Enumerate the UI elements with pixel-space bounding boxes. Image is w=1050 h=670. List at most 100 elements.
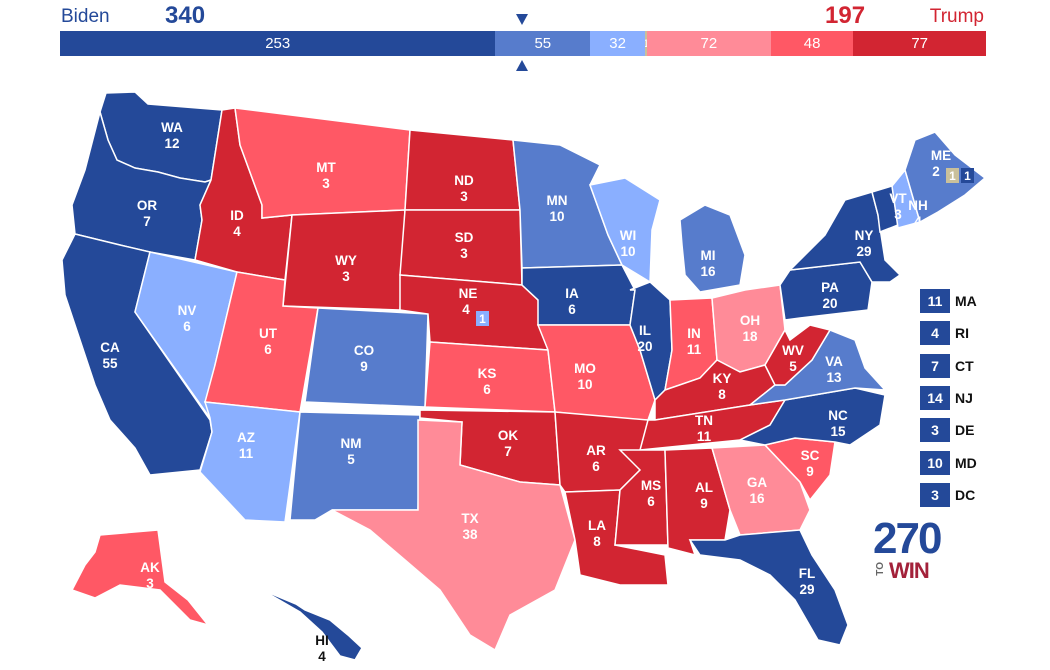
- state-ev-wa: 12: [164, 136, 179, 151]
- small-state-ev[interactable]: 4: [920, 321, 950, 346]
- state-ev-ky: 8: [718, 387, 726, 402]
- small-state-ev[interactable]: 11: [920, 289, 950, 313]
- state-label-co: CO: [354, 343, 374, 358]
- me-district-1-box[interactable]: [961, 168, 974, 183]
- state-label-ne: NE: [459, 286, 478, 301]
- small-state-ev[interactable]: 10: [920, 450, 950, 475]
- state-me[interactable]: [904, 131, 987, 224]
- state-label-il: IL: [639, 323, 651, 338]
- state-label-wa: WA: [161, 120, 183, 135]
- state-tx[interactable]: [331, 419, 576, 652]
- state-ev-nc: 15: [830, 424, 846, 439]
- state-label-tx: TX: [461, 511, 478, 526]
- biden-label: Biden: [61, 6, 110, 27]
- midpoint-marker-bottom: [516, 60, 528, 71]
- state-ev-mn: 10: [549, 209, 564, 224]
- state-ev-nm: 5: [347, 452, 355, 467]
- small-state-row-ct[interactable]: 7 CT: [920, 353, 974, 378]
- state-ev-hi: 4: [318, 649, 326, 664]
- biden-total: 340: [165, 2, 206, 29]
- state-vt[interactable]: [871, 185, 899, 234]
- state-label-vt: VT: [889, 191, 907, 206]
- small-state-row-dc[interactable]: 3 DC: [920, 482, 976, 507]
- state-label-ca: CA: [100, 340, 120, 355]
- state-ev-or: 7: [143, 214, 151, 229]
- us-map[interactable]: WA12OR7CA55NV6ID4MT3WY3UT6AZ11CO9NM5ND3S…: [0, 80, 1050, 670]
- state-label-ak: AK: [140, 560, 160, 575]
- me-district-1-label: 1: [964, 169, 971, 183]
- state-label-sc: SC: [801, 448, 820, 463]
- small-state-abbr: DC: [955, 486, 976, 503]
- small-state-abbr: RI: [955, 325, 969, 342]
- state-ev-wv: 5: [789, 359, 797, 374]
- small-state-row-ma[interactable]: 11 MA: [920, 289, 977, 313]
- trump-label: Trump: [929, 6, 984, 27]
- small-state-row-de[interactable]: 3 DE: [920, 418, 975, 443]
- small-state-ev[interactable]: 3: [920, 418, 950, 443]
- labels-layer: WA12OR7CA55NV6ID4MT3WY3UT6AZ11CO9NM5ND3S…: [100, 120, 951, 664]
- state-nm[interactable]: [289, 411, 421, 521]
- state-ev-ok: 7: [504, 444, 512, 459]
- state-label-mt: MT: [316, 160, 336, 175]
- trump-total: 197: [825, 2, 866, 29]
- state-label-nv: NV: [178, 303, 197, 318]
- state-label-nm: NM: [341, 436, 362, 451]
- state-ev-in: 11: [687, 342, 702, 357]
- state-wi[interactable]: [588, 177, 661, 284]
- state-ev-ne: 4: [462, 302, 470, 317]
- state-ev-me: 2: [932, 164, 940, 179]
- state-ev-ut: 6: [264, 342, 272, 357]
- state-ev-ga: 16: [749, 491, 765, 506]
- small-state-ev[interactable]: 3: [920, 482, 950, 507]
- state-az[interactable]: [199, 401, 301, 523]
- bar-segment-safe-r[interactable]: 77: [853, 31, 986, 56]
- state-label-or: OR: [137, 198, 158, 213]
- state-ev-il: 20: [637, 339, 652, 354]
- state-label-ar: AR: [586, 443, 606, 458]
- me-district-2-label: 1: [949, 169, 956, 183]
- state-label-oh: OH: [740, 313, 760, 328]
- state-ut[interactable]: [204, 271, 319, 413]
- state-label-nc: NC: [828, 408, 848, 423]
- state-label-pa: PA: [821, 280, 839, 295]
- state-label-in: IN: [687, 326, 701, 341]
- state-label-ks: KS: [478, 366, 497, 381]
- bar-segment-leans-d[interactable]: 32: [590, 31, 646, 56]
- state-ak[interactable]: [70, 529, 211, 627]
- small-state-ev[interactable]: 14: [920, 385, 950, 410]
- small-state-row-md[interactable]: 10 MD: [920, 450, 977, 475]
- state-wv[interactable]: [764, 324, 832, 386]
- state-label-ut: UT: [259, 326, 278, 341]
- bar-segment-safe-d[interactable]: 253: [60, 31, 496, 56]
- state-mi[interactable]: [679, 204, 746, 293]
- electoral-vote-bar: 25355321724877: [60, 31, 986, 56]
- state-label-tn: TN: [695, 413, 713, 428]
- small-state-row-ri[interactable]: 4 RI: [920, 321, 969, 346]
- state-label-ga: GA: [747, 475, 768, 490]
- logo-number: 270: [873, 514, 942, 563]
- state-ev-tx: 38: [462, 527, 478, 542]
- small-state-row-nj[interactable]: 14 NJ: [920, 385, 973, 410]
- state-ev-ak: 3: [146, 576, 154, 591]
- small-state-ev[interactable]: 7: [920, 353, 950, 378]
- state-ev-la: 8: [593, 534, 601, 549]
- state-label-sd: SD: [455, 230, 474, 245]
- state-hi[interactable]: [261, 589, 363, 661]
- state-fl[interactable]: [688, 529, 849, 646]
- state-label-me: ME: [931, 148, 951, 163]
- state-ny[interactable]: [787, 191, 902, 283]
- state-ev-mo: 10: [577, 377, 592, 392]
- 270towin-logo[interactable]: 270 TO WIN: [873, 514, 953, 584]
- ne-district-box[interactable]: [476, 311, 489, 326]
- state-label-nh: NH: [908, 198, 928, 213]
- bar-segment-likely-d[interactable]: 55: [495, 31, 591, 56]
- bar-segment-likely-r[interactable]: 48: [770, 31, 854, 56]
- state-label-hi: HI: [315, 633, 329, 648]
- state-ev-vt: 3: [894, 207, 902, 222]
- bar-segment-tossup[interactable]: 1: [645, 31, 647, 56]
- bar-segment-leans-r[interactable]: 72: [646, 31, 771, 56]
- me-district-2-box[interactable]: [946, 168, 959, 183]
- small-state-abbr: DE: [955, 422, 975, 439]
- small-state-abbr: MA: [955, 293, 977, 309]
- state-ev-oh: 18: [742, 329, 758, 344]
